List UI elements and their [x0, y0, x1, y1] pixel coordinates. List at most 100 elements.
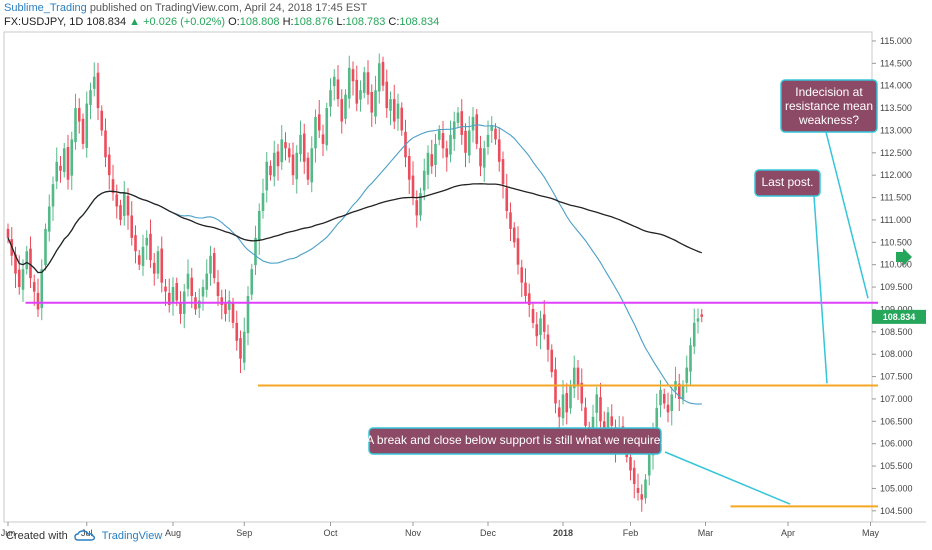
candle-body [201, 287, 205, 297]
candle-body [696, 318, 700, 322]
candle-body [452, 121, 456, 139]
y-tick-label: 115.000 [880, 36, 912, 46]
y-tick-label: 104.500 [880, 506, 913, 516]
x-tick-label: Dec [480, 528, 497, 538]
candle-body [205, 273, 209, 290]
candle-body [419, 193, 422, 216]
candle-body [389, 99, 392, 111]
y-tick-label: 111.000 [880, 215, 911, 225]
candle-body [647, 452, 651, 476]
last-price: 108.834 [86, 16, 127, 28]
candle-body [190, 277, 194, 297]
candle-body [284, 142, 287, 149]
candle-body [250, 269, 254, 295]
candle-body [636, 487, 640, 493]
x-tick-label: Apr [781, 528, 795, 538]
candle-body [130, 215, 134, 238]
candle-body [246, 296, 250, 334]
created-with-text: Created with [6, 530, 68, 542]
candle-body [197, 300, 201, 309]
candle-body [509, 212, 512, 229]
candle-body [659, 389, 662, 406]
candle-body [340, 99, 344, 122]
candle-body [524, 282, 527, 297]
last-price-tag: 108.834 [872, 309, 926, 324]
candle-body [6, 228, 10, 238]
candle-body [550, 349, 554, 373]
last-post-callout-pointer [813, 195, 828, 384]
price-change: ▲ +0.026 (+0.02%) [129, 16, 226, 28]
author-link[interactable]: Sublime_Trading [4, 2, 87, 14]
candle-body [336, 79, 340, 100]
candle-body [302, 133, 306, 162]
candle-body [411, 175, 415, 198]
y-tick-label: 110.500 [880, 237, 912, 247]
resistance-callout-text: Indecision at [795, 85, 863, 99]
candle-body [422, 170, 426, 191]
candle-body [25, 251, 29, 270]
resistance-callout-text: weakness? [798, 113, 859, 127]
y-tick-label: 110.000 [880, 260, 912, 270]
y-tick-label: 105.500 [880, 461, 913, 471]
scroll-right-arrow-icon[interactable] [896, 248, 912, 266]
candle-body [490, 125, 494, 131]
candle-body [640, 494, 644, 500]
candle-body [276, 151, 280, 167]
candle-body [520, 267, 524, 283]
open-value: 108.808 [239, 16, 280, 28]
x-tick-label: Sep [236, 528, 252, 538]
candle-body [107, 154, 111, 176]
candle-body [119, 205, 122, 220]
close-value: 108.834 [399, 16, 440, 28]
candle-body [407, 155, 411, 180]
candle-body [134, 235, 137, 252]
candle-body [539, 318, 542, 335]
candle-body [700, 314, 704, 317]
candle-body [557, 407, 561, 417]
candle-body [437, 130, 441, 140]
candle-body [257, 210, 261, 241]
low-label: L: [336, 16, 346, 28]
candle-body [51, 184, 55, 207]
candle-body [501, 159, 505, 185]
candle-body [209, 255, 212, 274]
candle-body [505, 188, 509, 211]
candle-body [122, 193, 126, 216]
candle-body [610, 416, 614, 426]
price-tag-bg [872, 309, 926, 324]
candle-body [17, 269, 21, 288]
x-tick-label: Jun [1, 528, 16, 538]
candle-body [115, 194, 119, 207]
candle-body [89, 90, 92, 105]
publish-line: Sublime_Trading published on TradingView… [4, 2, 367, 14]
candle-body [227, 300, 231, 310]
candle-body [321, 134, 325, 144]
candle-body [685, 367, 689, 383]
candle-body [235, 322, 239, 341]
candle-body [59, 165, 62, 171]
candle-body [569, 385, 572, 409]
candle-body [77, 108, 81, 122]
candle-body [396, 103, 400, 119]
candle-body [392, 99, 396, 122]
candle-body [310, 148, 314, 183]
candle-body [351, 69, 355, 82]
candle-body [81, 118, 85, 144]
y-tick-label: 113.500 [880, 103, 912, 113]
candle-body [231, 303, 235, 323]
candle-body [629, 457, 632, 471]
candle-body [527, 293, 531, 305]
candle-body [362, 72, 366, 93]
candle-body [576, 367, 580, 386]
candle-body [145, 237, 149, 246]
tradingview-brand-link[interactable]: TradingView [101, 530, 163, 542]
candle-body [542, 314, 546, 332]
candle-body [96, 72, 100, 109]
candle-body [546, 334, 550, 350]
y-tick-label: 113.000 [880, 125, 912, 135]
y-tick-label: 108.500 [880, 327, 913, 337]
candle-body [179, 303, 182, 314]
candle-body [44, 228, 47, 266]
candle-body [606, 412, 610, 433]
